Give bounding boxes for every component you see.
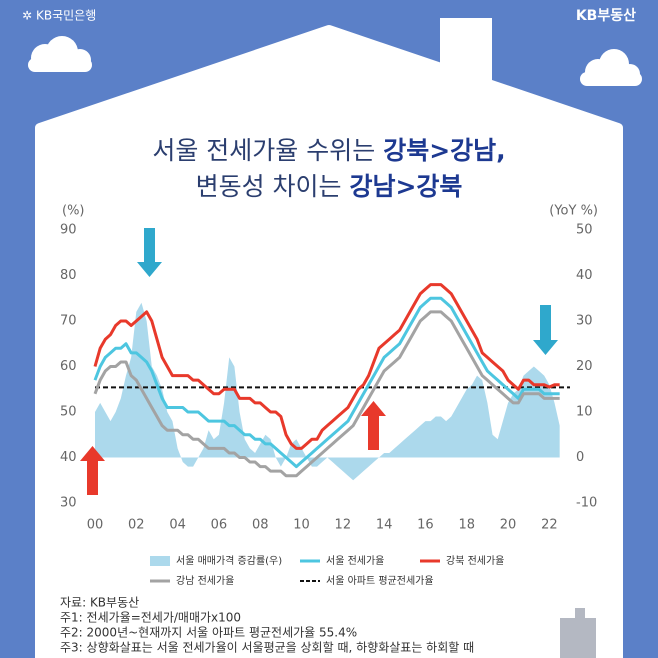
y-unit: (%) [62,204,85,219]
y2-tick-label: 40 [576,268,593,283]
y2-tick-label: 0 [576,450,584,465]
clouds [28,36,642,86]
legend-label: 강북 전세가율 [446,555,504,567]
x-tick-label: 00 [87,518,104,533]
y2-tick-label: 10 [576,405,593,420]
building-icon [560,608,596,658]
x-tick-label: 20 [500,518,517,533]
plot: 30 40 50 60 70 80 90 -10 0 10 20 30 40 50 00 02 04 06 08 10… [60,223,597,533]
x-tick-label: 22 [541,518,558,533]
y2-unit: (YoY %) [549,204,598,219]
title-part: 변동성 차이는 [196,172,350,201]
arrows [80,228,558,495]
y2-tick-label: -10 [576,496,597,511]
line [93,283,560,450]
area [95,302,560,481]
y-tick-label: 90 [60,223,77,238]
x-tick-label: 18 [458,518,475,533]
y2-tick-label: 50 [576,223,593,238]
y-tick-label: 30 [60,496,77,511]
note: 자료: KB부동산 [60,596,139,610]
x-tick-label: 12 [335,518,352,533]
y-tick-label: 50 [60,405,77,420]
title-emphasis: 강북>강남, [383,136,505,165]
note: 주1: 전세가율=전세가/매매가x100 [60,611,241,625]
x-tick-label: 10 [293,518,310,533]
legend-label: 서울 아파트 평균전세가율 [326,575,434,587]
y2-tick-label: 20 [576,359,593,374]
line [93,296,560,469]
bank-logo: KB국민은행 [36,8,96,23]
x-tick-label: 02 [128,518,145,533]
note: 주3: 상향화살표는 서울 전세가율이 서울평균을 상회할 때, 하향화살표는 … [60,641,474,655]
title-part: 서울 전세가율 수위는 [152,136,383,165]
y-tick-label: 60 [60,359,77,374]
title-line1: 서울 전세가율 수위는 강북>강남, [152,136,505,165]
line [93,310,560,478]
x-tick-label: 16 [417,518,434,533]
x-tick-label: 14 [376,518,393,533]
y-tick-label: 70 [60,314,77,329]
title-emphasis: 강남>강북 [349,172,462,201]
note: 주2: 2000년~현재까지 서울 아파트 평균전세가율 55.4% [60,626,357,640]
logo-star: ✲ [22,9,32,23]
legend-label: 서울 매매가격 증감률(우) [176,554,282,567]
legend-label: 강남 전세가율 [176,575,234,587]
x-tick-label: 04 [169,518,186,533]
house [35,25,623,658]
legend-label: 서울 전세가율 [326,555,384,567]
brand: KB부동산 [576,7,636,24]
x-tick-label: 08 [252,518,269,533]
y-tick-label: 80 [60,268,77,283]
legend-swatch [150,556,170,566]
y-tick-label: 40 [60,450,77,465]
x-tick-label: 06 [211,518,228,533]
y2-tick-label: 30 [576,314,593,329]
title-line2: 변동성 차이는 강남>강북 [196,172,463,201]
chimney-join [436,74,496,120]
